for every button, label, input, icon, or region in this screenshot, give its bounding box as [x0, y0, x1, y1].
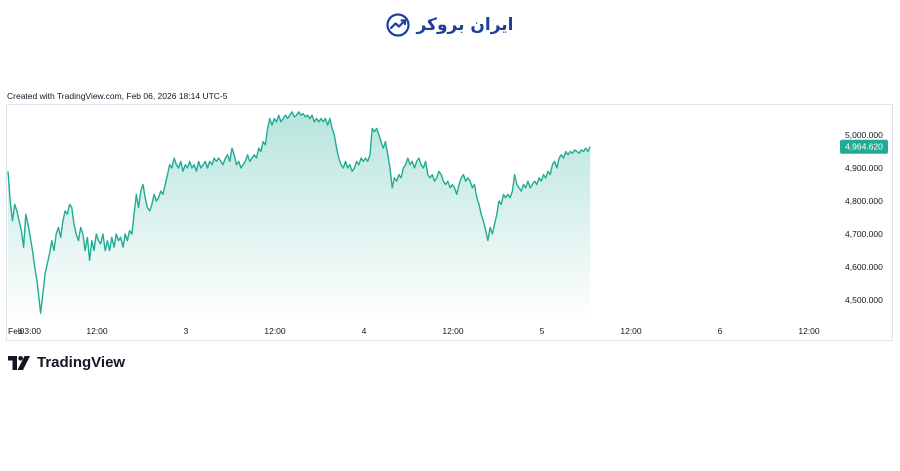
brand-header: ایران بروکر [0, 12, 900, 38]
x-tick-label: 12:00 [264, 326, 286, 336]
trend-arrow-icon [386, 13, 411, 37]
price-line [7, 111, 591, 314]
y-tick-label: 4,600.000 [845, 262, 883, 272]
price-area [8, 111, 591, 324]
y-tick-label: 4,800.000 [845, 196, 883, 206]
y-tick-label: 4,700.000 [845, 229, 883, 239]
created-caption: Created with TradingView.com, Feb 06, 20… [7, 91, 228, 101]
brand-name: ایران بروکر [416, 15, 514, 35]
y-tick-label: 4,500.000 [845, 295, 883, 305]
x-tick-label: 12:00 [798, 326, 820, 336]
x-tick-label: Feb [8, 326, 23, 336]
tradingview-logo-icon [8, 355, 30, 370]
x-tick-label: 12:00 [442, 326, 464, 336]
x-tick-label: 4 [362, 326, 367, 336]
x-tick-label: 3 [184, 326, 189, 336]
price-chart[interactable]: 5,000.000 4,900.000 4,800.000 4,700.000 4,60… [7, 105, 894, 342]
tradingview-footer: TradingView [8, 354, 125, 371]
y-tick-label: 5,000.000 [845, 130, 883, 140]
x-tick-label: 5 [540, 326, 545, 336]
x-tick-label: 6 [718, 326, 723, 336]
last-value-label: 4,964.620 [845, 142, 883, 152]
last-value-badge [840, 139, 888, 154]
x-tick-label: 12:00 [620, 326, 642, 336]
y-tick-label: 4,900.000 [845, 163, 883, 173]
x-tick-label: 03:00 [20, 326, 42, 336]
x-tick-label: 12:00 [86, 326, 108, 336]
chart-frame: 5,000.000 4,900.000 4,800.000 4,700.000 4,60… [6, 104, 893, 341]
tradingview-name: TradingView [37, 354, 126, 371]
